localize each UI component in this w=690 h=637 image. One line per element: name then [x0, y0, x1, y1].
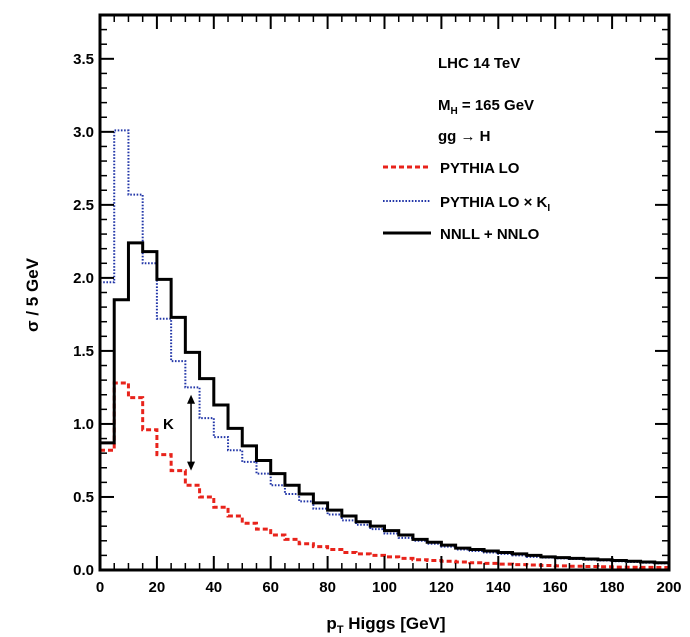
y-tick-label: 0.5: [73, 489, 94, 506]
x-tick-label: 120: [429, 579, 454, 596]
k-arrow-head-bottom: [187, 461, 196, 471]
legend-label-pythia-lo: PYTHIA LO: [440, 160, 520, 177]
y-axis-title: σ / 5 GeV: [23, 257, 42, 332]
annotation-mass-main: M: [438, 97, 451, 114]
legend-label-nnll-nnlo: NNLL + NNLO: [440, 226, 540, 243]
k-label: K: [163, 416, 174, 433]
annotation-mass: MH = 165 GeV: [438, 97, 534, 117]
x-axis: 0 20 40 60 80 100 120 140 160 180 200: [96, 15, 682, 596]
x-axis-title-main: p: [326, 614, 336, 633]
plot-area: [100, 129, 669, 570]
annotation-process: gg → H: [438, 128, 491, 145]
y-tick-label: 1.5: [73, 343, 94, 360]
annotations: LHC 14 TeV MH = 165 GeV gg → H: [438, 55, 534, 145]
x-axis-title-sub: T: [337, 624, 344, 636]
x-axis-title-rest: Higgs [GeV]: [344, 614, 446, 633]
x-tick-label: 140: [486, 579, 511, 596]
plot-frame: [98, 13, 671, 572]
x-axis-title: pT Higgs [GeV]: [326, 614, 445, 636]
x-tick-label: 160: [543, 579, 568, 596]
x-tick-label: 100: [372, 579, 397, 596]
annotation-energy: LHC 14 TeV: [438, 55, 520, 72]
legend-label-pythia-lo-k: PYTHIA LO × KI: [440, 194, 550, 214]
annotation-mass-sub: H: [451, 106, 458, 117]
y-tick-label: 0.0: [73, 562, 94, 579]
x-tick-label: 0: [96, 579, 104, 596]
series-nnll-nnlo: [100, 241, 669, 565]
x-tick-label: 60: [262, 579, 279, 596]
legend-label-pythia-lo-k-sub: I: [547, 203, 550, 214]
x-tick-label: 80: [319, 579, 336, 596]
y-tick-label: 3.0: [73, 124, 94, 141]
k-arrow-head-top: [187, 394, 196, 404]
y-tick-label: 2.5: [73, 197, 94, 214]
y-axis: 0.0 0.5 1.0 1.5 2.0 2.5 3.0 3.5: [73, 28, 669, 579]
legend-label-pythia-lo-k-main: PYTHIA LO × K: [440, 194, 548, 211]
legend: PYTHIA LO PYTHIA LO × KI NNLL + NNLO: [383, 160, 550, 243]
y-tick-label: 3.5: [73, 51, 94, 68]
x-tick-label: 180: [600, 579, 625, 596]
x-tick-label: 20: [149, 579, 166, 596]
annotation-mass-rest: = 165 GeV: [458, 97, 534, 114]
y-tick-label: 1.0: [73, 416, 94, 433]
k-factor-annotation: K: [163, 394, 196, 471]
x-tick-label: 40: [205, 579, 222, 596]
series-pythia-lo: [100, 381, 669, 570]
x-tick-label: 200: [656, 579, 681, 596]
y-tick-label: 2.0: [73, 270, 94, 287]
